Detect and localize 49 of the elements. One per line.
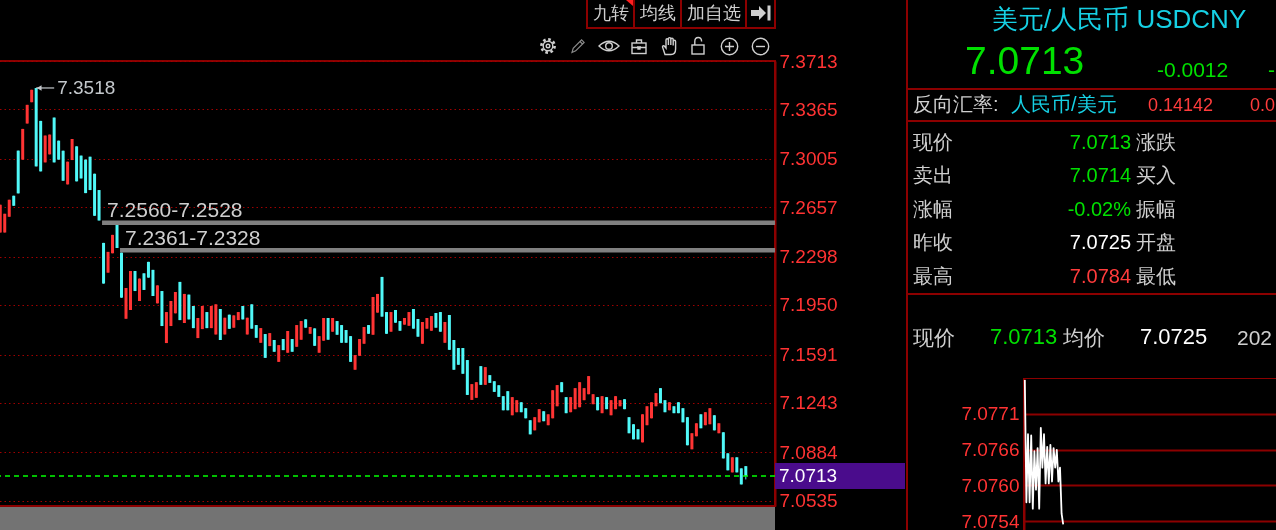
y-tick-label: 7.0535 — [779, 490, 838, 512]
text: 昨收 — [913, 231, 953, 253]
text: 最高 — [913, 264, 953, 287]
text: 7.0714 — [1069, 163, 1131, 186]
text: -0.02% — [1067, 198, 1131, 220]
text: 反向汇率: — [913, 93, 999, 115]
y-tick-label: 7.0754 — [961, 510, 1020, 530]
text: 0.0 — [1250, 94, 1276, 115]
text: 最低 — [1136, 264, 1176, 287]
text: 振幅 — [1136, 198, 1176, 220]
y-tick-label: 7.0766 — [961, 439, 1020, 461]
band-label: 7.2560-7.2528 — [107, 198, 243, 222]
text: 7.0713 — [990, 324, 1058, 350]
y-tick-label: 7.1243 — [779, 392, 838, 414]
text: 现价 — [913, 131, 953, 153]
text: 7.0725 — [1069, 231, 1131, 253]
text: 买入 — [1136, 163, 1176, 186]
y-tick-label: 7.0771 — [961, 403, 1020, 425]
text: 美元/人民币 USDCNY — [992, 4, 1247, 35]
band-label: 7.2361-7.2328 — [125, 226, 261, 250]
y-tick-label: 7.1950 — [779, 294, 838, 316]
y-tick-label: 7.3005 — [779, 148, 838, 170]
y-tick-label: 7.2298 — [779, 246, 838, 268]
text: 7.0713 — [965, 38, 1085, 82]
text: 加自选 — [687, 3, 741, 23]
y-tick-label: 7.1591 — [779, 344, 838, 366]
ref-line-label: 7.0713 — [779, 464, 838, 486]
text: 现价 — [913, 326, 955, 350]
y-tick-label: 7.2657 — [779, 196, 838, 218]
y-tick-label: 7.3365 — [779, 98, 838, 120]
text: -0.0012 — [1157, 58, 1229, 82]
y-tick-label: 7.0760 — [961, 474, 1020, 496]
text: 卖出 — [913, 163, 953, 186]
annotation: 7.3518 — [57, 76, 116, 98]
y-tick-label: 7.0884 — [779, 441, 839, 463]
text: 开盘 — [1136, 231, 1176, 253]
text: 7.0784 — [1069, 264, 1131, 287]
text: 人民币/美元 — [1011, 93, 1117, 115]
y-tick-label: 7.3713 — [779, 50, 838, 72]
text: 0.14142 — [1148, 94, 1214, 115]
text: 7.0713 — [1069, 131, 1131, 153]
text: 涨跌 — [1136, 131, 1176, 153]
text: 均价 — [1063, 326, 1105, 350]
text: - — [1268, 58, 1275, 82]
text: 涨幅 — [913, 198, 953, 220]
text: 均线 — [640, 3, 676, 23]
text: 7.0725 — [1140, 324, 1208, 350]
text: 九转 — [593, 3, 629, 23]
text: 202 — [1237, 326, 1273, 350]
